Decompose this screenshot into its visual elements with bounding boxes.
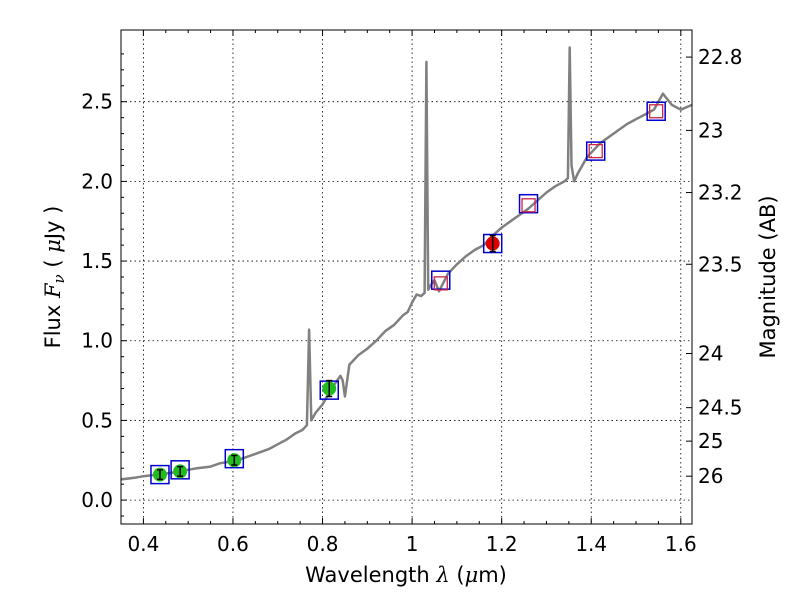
photometry-layer: [150, 101, 666, 485]
predicted-photometry-square: [588, 143, 603, 159]
y2-tick-label: 23: [698, 118, 723, 142]
y-tick-label: 2.0: [81, 169, 113, 193]
y-tick-label: 0.0: [81, 488, 113, 512]
x-axis-label-lambda: λ: [435, 563, 449, 587]
x-tick-label: 1.6: [665, 532, 697, 556]
spectrum-layer: [120, 46, 693, 481]
model-photometry-square: [170, 460, 190, 480]
predicted-photometry-square: [649, 104, 664, 119]
x-tick-label: 0.6: [217, 532, 249, 556]
model-photometry-square: [150, 464, 170, 485]
y-tick-label: 2.5: [81, 90, 113, 114]
plot-frame: [120, 29, 693, 525]
y-tick-label: 1.5: [81, 249, 113, 273]
x-axis-label: Wavelength λ (μm): [305, 563, 507, 587]
axes: 0.4 0.6 0.8 1 1.2 1.4 1.6 0.0 0.5 1.0 1.5 2.0 2.5 22.…: [81, 30, 743, 556]
predicted-photometry-square: [521, 198, 536, 213]
spectrum-line: [120, 46, 693, 481]
model-photometry-square: [585, 141, 606, 161]
grid: [121, 30, 692, 524]
y-axis-label: Flux Fν ( μJy ): [41, 206, 68, 349]
x-tick-label: 1: [406, 532, 419, 556]
y2-tick-label: 24.5: [698, 396, 743, 420]
predicted-photometry-square: [433, 276, 448, 291]
model-photometry-square: [224, 448, 245, 469]
y2-tick-label: 26: [698, 464, 723, 488]
x-tick-label: 1.4: [575, 532, 607, 556]
x-tick-label: 0.4: [127, 532, 159, 556]
y2-tick-label: 23.2: [698, 181, 743, 205]
model-photometry-square: [646, 101, 666, 122]
y-tick-label: 1.0: [81, 329, 113, 353]
model-photometry-square: [431, 270, 451, 290]
model-photometry-square: [482, 233, 503, 254]
x-tick-label: 0.8: [307, 532, 339, 556]
y2-tick-label: 22.8: [698, 45, 743, 69]
model-photometry-square: [518, 193, 539, 214]
y2-tick-label: 24: [698, 341, 723, 365]
y2-tick-label: 23.5: [698, 252, 743, 276]
y2-axis-label: Magnitude (AB): [756, 195, 780, 358]
x-tick-label: 1.2: [486, 532, 518, 556]
y-tick-label: 0.5: [81, 408, 113, 432]
y2-tick-label: 25: [698, 429, 723, 453]
